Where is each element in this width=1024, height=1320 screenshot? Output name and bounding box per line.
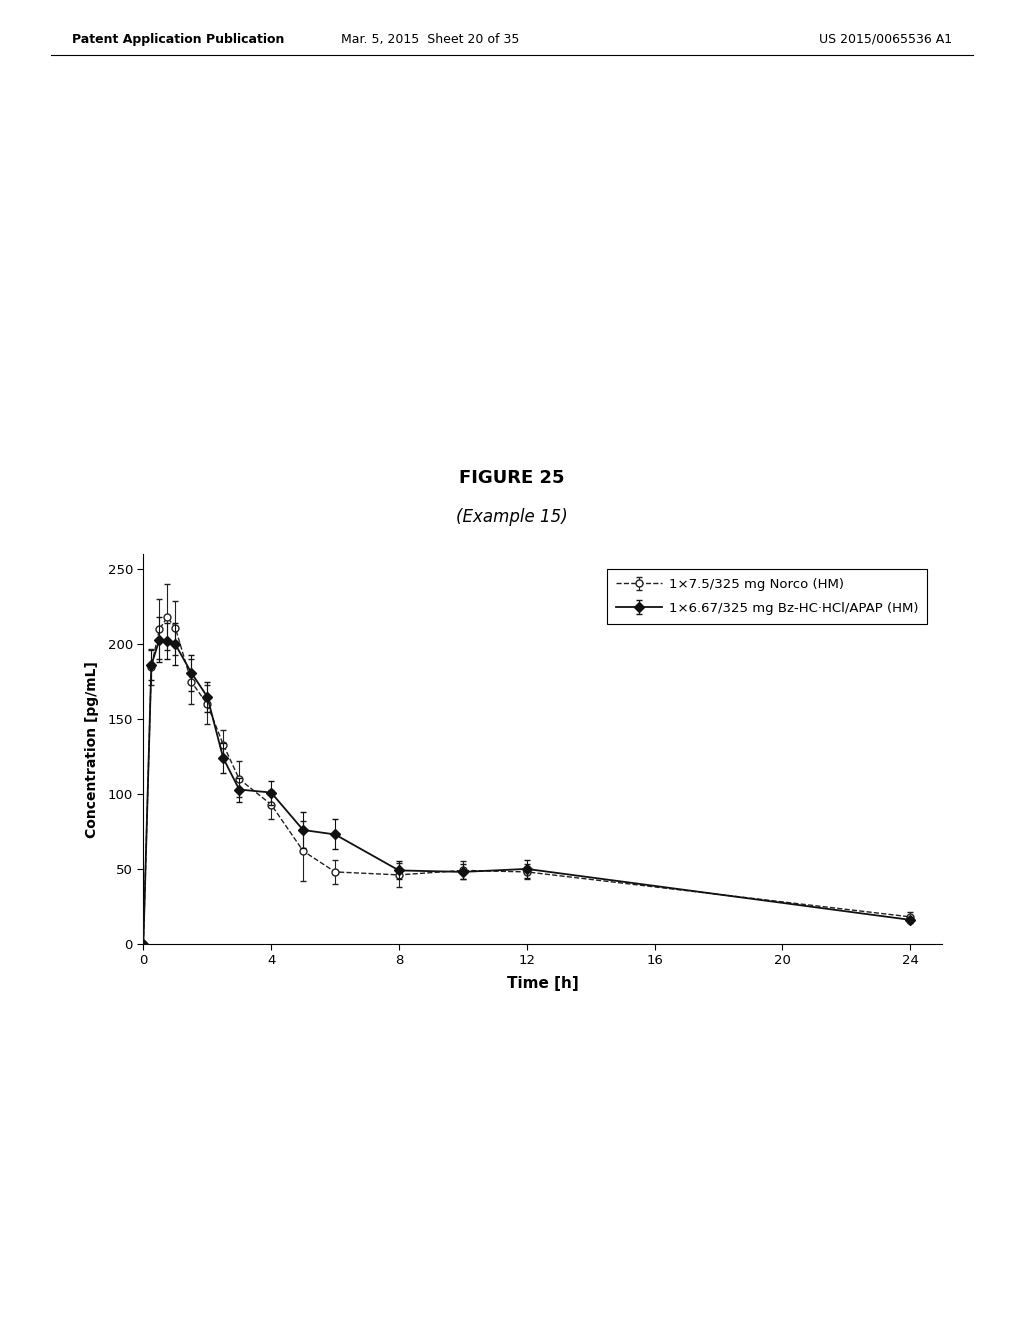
Text: US 2015/0065536 A1: US 2015/0065536 A1 <box>819 33 952 46</box>
Text: Mar. 5, 2015  Sheet 20 of 35: Mar. 5, 2015 Sheet 20 of 35 <box>341 33 519 46</box>
Text: FIGURE 25: FIGURE 25 <box>459 469 565 487</box>
Text: (Example 15): (Example 15) <box>456 508 568 527</box>
Legend: 1×7.5/325 mg Norco (HM), 1×6.67/325 mg Bz-HC·HCl/APAP (HM): 1×7.5/325 mg Norco (HM), 1×6.67/325 mg B… <box>607 569 928 624</box>
X-axis label: Time [h]: Time [h] <box>507 975 579 990</box>
Text: Patent Application Publication: Patent Application Publication <box>72 33 284 46</box>
Y-axis label: Concentration [pg/mL]: Concentration [pg/mL] <box>85 661 99 837</box>
